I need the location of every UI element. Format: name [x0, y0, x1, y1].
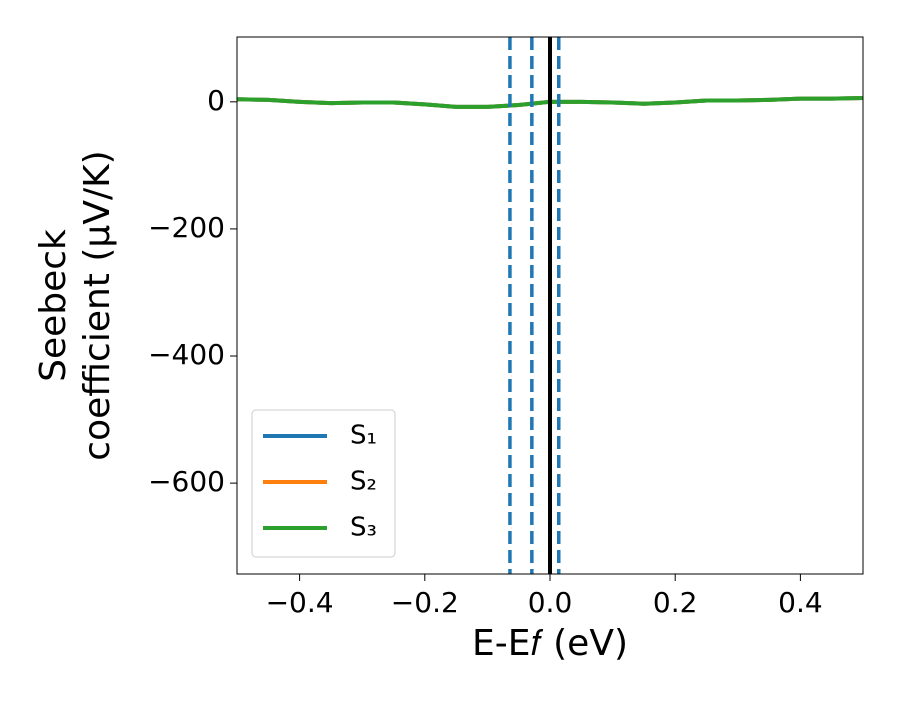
legend-label: S₂ — [350, 467, 377, 497]
x-tick-label: 0.0 — [528, 586, 573, 619]
y-axis-label: coefficient (μV/K) — [77, 150, 118, 460]
y-tick-label: −200 — [148, 211, 225, 244]
plot-frame — [236, 36, 864, 575]
legend-label: S₃ — [350, 513, 377, 543]
x-axis-label: E-E𝑓 (eV) — [472, 623, 628, 664]
y-tick-label: 0 — [207, 84, 225, 117]
x-tick-label: −0.4 — [266, 586, 334, 619]
y-tick-label: −400 — [148, 338, 225, 371]
y-axis-label: Seebeck — [33, 229, 74, 382]
x-tick-label: −0.2 — [391, 586, 459, 619]
legend-label: S₁ — [350, 421, 377, 451]
x-tick-label: 0.2 — [653, 586, 698, 619]
x-tick-label: 0.4 — [778, 586, 823, 619]
y-tick-label: −600 — [148, 465, 225, 498]
